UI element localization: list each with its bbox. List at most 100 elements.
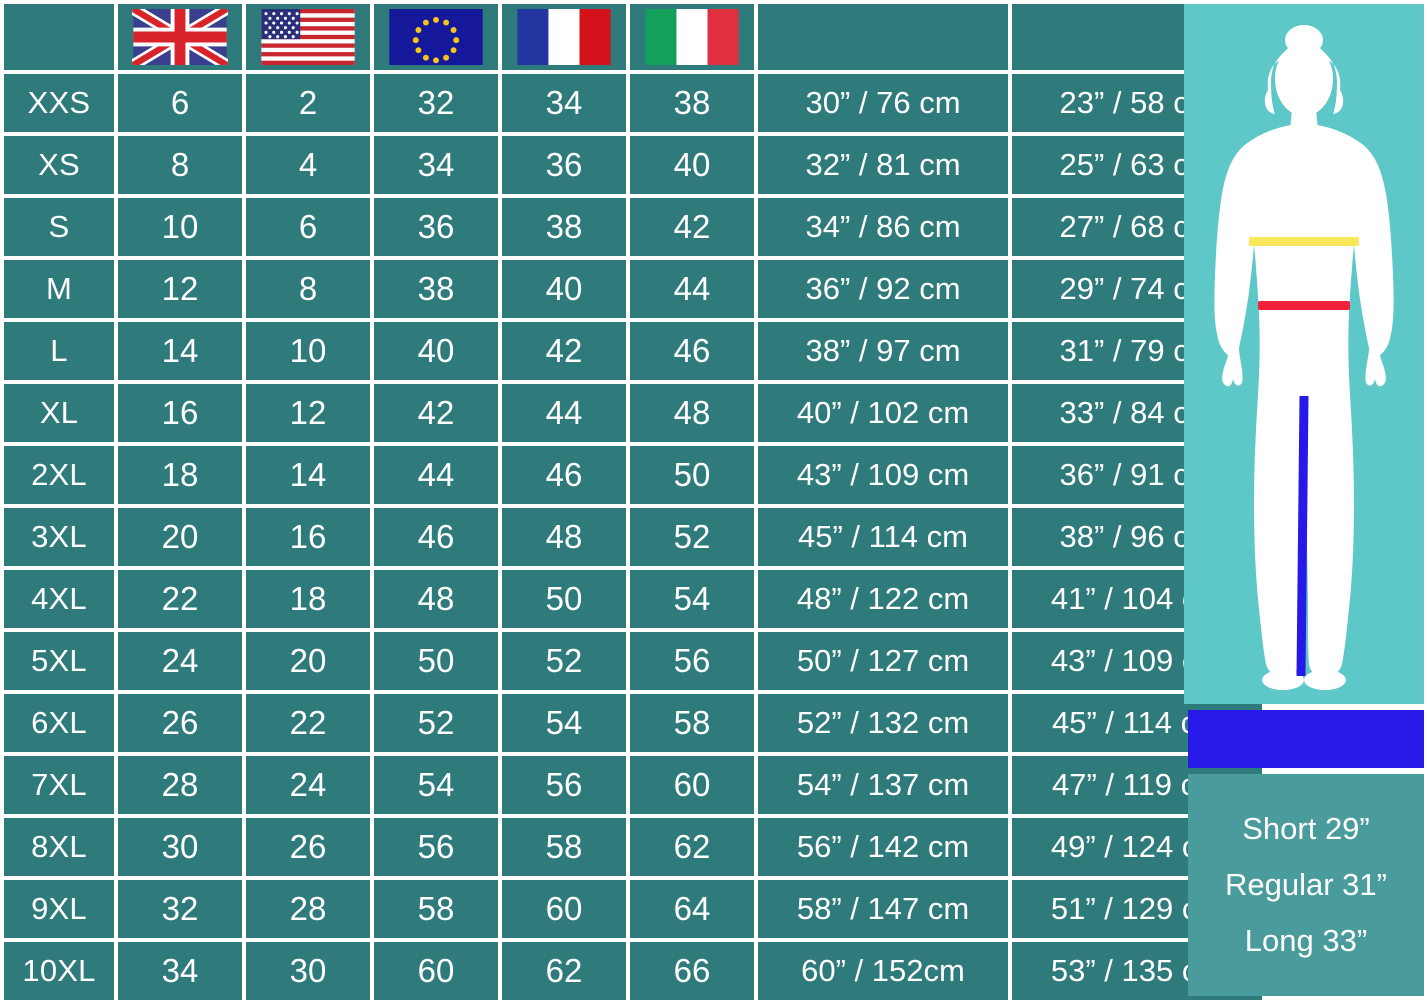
bust-value: 52” / 132 cm	[758, 694, 1008, 752]
it-value: 52	[630, 508, 754, 566]
table-row: 5XL 24 20 50 52 56 50” / 127 cm 43” / 10…	[4, 632, 1262, 690]
header-cell-us	[246, 4, 370, 70]
bust-value: 36” / 92 cm	[758, 260, 1008, 318]
fr-value: 34	[502, 74, 626, 132]
header-cell-uk	[118, 4, 242, 70]
fr-value: 62	[502, 942, 626, 1000]
fr-value: 36	[502, 136, 626, 194]
uk-value: 32	[118, 880, 242, 938]
bust-value: 32” / 81 cm	[758, 136, 1008, 194]
uk-value: 34	[118, 942, 242, 1000]
fr-value: 54	[502, 694, 626, 752]
uk-value: 20	[118, 508, 242, 566]
fr-value: 48	[502, 508, 626, 566]
france-flag-icon	[517, 9, 611, 65]
eu-value: 42	[374, 384, 498, 442]
eu-value: 60	[374, 942, 498, 1000]
uk-value: 14	[118, 322, 242, 380]
uk-value: 16	[118, 384, 242, 442]
eu-value: 52	[374, 694, 498, 752]
size-label: L	[4, 322, 114, 380]
length-note-short: Short 29”	[1242, 811, 1370, 846]
table-row: 9XL 32 28 58 60 64 58” / 147 cm 51” / 12…	[4, 880, 1262, 938]
female-body-silhouette-icon	[1184, 4, 1424, 704]
size-label: XS	[4, 136, 114, 194]
eu-value: 48	[374, 570, 498, 628]
table-row: 10XL 34 30 60 62 66 60” / 152cm 53” / 13…	[4, 942, 1262, 1000]
bust-value: 38” / 97 cm	[758, 322, 1008, 380]
bust-value: 48” / 122 cm	[758, 570, 1008, 628]
fr-value: 50	[502, 570, 626, 628]
size-label: XL	[4, 384, 114, 442]
table-row: 2XL 18 14 44 46 50 43” / 109 cm 36” / 91…	[4, 446, 1262, 504]
us-value: 28	[246, 880, 370, 938]
it-value: 42	[630, 198, 754, 256]
size-label: 10XL	[4, 942, 114, 1000]
table-row: M 12 8 38 40 44 36” / 92 cm 29” / 74 cm	[4, 260, 1262, 318]
bust-color-bar-icon	[758, 4, 1008, 70]
it-value: 46	[630, 322, 754, 380]
uk-value: 24	[118, 632, 242, 690]
table-row: XL 16 12 42 44 48 40” / 102 cm 33” / 84 …	[4, 384, 1262, 442]
it-value: 54	[630, 570, 754, 628]
us-value: 22	[246, 694, 370, 752]
us-value: 8	[246, 260, 370, 318]
table-row: 4XL 22 18 48 50 54 48” / 122 cm 41” / 10…	[4, 570, 1262, 628]
bust-measure-line	[1249, 237, 1359, 246]
fr-value: 46	[502, 446, 626, 504]
us-value: 14	[246, 446, 370, 504]
fr-value: 44	[502, 384, 626, 442]
length-note-panel: Short 29” Regular 31” Long 33”	[1188, 774, 1424, 996]
size-label: 7XL	[4, 756, 114, 814]
us-value: 2	[246, 74, 370, 132]
it-value: 56	[630, 632, 754, 690]
size-label: 8XL	[4, 818, 114, 876]
fr-value: 40	[502, 260, 626, 318]
bust-value: 30” / 76 cm	[758, 74, 1008, 132]
it-value: 66	[630, 942, 754, 1000]
eu-value: 44	[374, 446, 498, 504]
table-row: 8XL 30 26 56 58 62 56” / 142 cm 49” / 12…	[4, 818, 1262, 876]
bust-value: 60” / 152cm	[758, 942, 1008, 1000]
it-value: 58	[630, 694, 754, 752]
fr-value: 52	[502, 632, 626, 690]
it-value: 40	[630, 136, 754, 194]
eu-value: 34	[374, 136, 498, 194]
us-value: 4	[246, 136, 370, 194]
it-value: 60	[630, 756, 754, 814]
table-row: 7XL 28 24 54 56 60 54” / 137 cm 47” / 11…	[4, 756, 1262, 814]
size-table-body: XXS 6 2 32 34 38 30” / 76 cm 23” / 58 cm…	[4, 74, 1262, 1000]
us-value: 30	[246, 942, 370, 1000]
eu-value: 40	[374, 322, 498, 380]
us-value: 24	[246, 756, 370, 814]
it-value: 38	[630, 74, 754, 132]
fr-value: 38	[502, 198, 626, 256]
table-row: S 10 6 36 38 42 34” / 86 cm 27” / 68 cm	[4, 198, 1262, 256]
it-value: 62	[630, 818, 754, 876]
bust-value: 43” / 109 cm	[758, 446, 1008, 504]
eu-value: 58	[374, 880, 498, 938]
waist-value: 51” / 129 cm	[1012, 880, 1262, 938]
figure-pane: Short 29” Regular 31” Long 33”	[1184, 0, 1428, 1000]
bust-value: 56” / 142 cm	[758, 818, 1008, 876]
header-cell-bust	[758, 4, 1008, 70]
uk-value: 22	[118, 570, 242, 628]
us-value: 26	[246, 818, 370, 876]
uk-value: 26	[118, 694, 242, 752]
us-value: 12	[246, 384, 370, 442]
size-label: 9XL	[4, 880, 114, 938]
header-blank-cell	[4, 4, 114, 70]
it-value: 44	[630, 260, 754, 318]
italy-flag-icon	[645, 9, 739, 65]
size-label: 3XL	[4, 508, 114, 566]
size-label: M	[4, 260, 114, 318]
eu-value: 36	[374, 198, 498, 256]
eu-flag-icon	[389, 9, 483, 65]
uk-value: 12	[118, 260, 242, 318]
body-figure-panel	[1184, 4, 1424, 704]
fr-value: 58	[502, 818, 626, 876]
fr-value: 42	[502, 322, 626, 380]
header-cell-fr	[502, 4, 626, 70]
eu-value: 56	[374, 818, 498, 876]
length-note-regular: Regular 31”	[1225, 867, 1387, 902]
